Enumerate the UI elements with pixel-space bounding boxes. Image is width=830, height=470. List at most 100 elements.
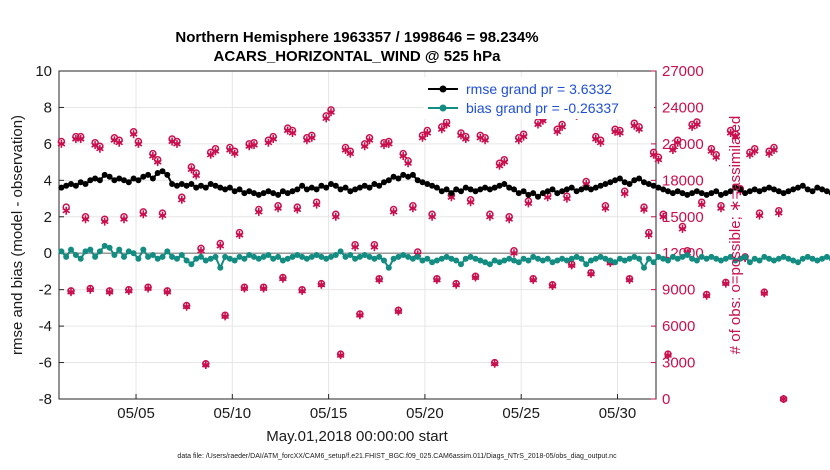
obs-assimilated-point: [129, 130, 138, 139]
y-left-axis-label: rmse and bias (model - observation): [9, 115, 26, 355]
bias-point: [313, 252, 320, 258]
bias-point: [530, 253, 537, 260]
rmse-point: [506, 184, 513, 191]
rmse-point: [597, 182, 604, 189]
bias-point: [174, 255, 180, 262]
rmse-point: [395, 175, 402, 182]
rmse-point: [539, 190, 546, 197]
obs-assimilated-point: [505, 215, 514, 224]
bias-point: [684, 252, 691, 258]
rmse-point: [684, 191, 691, 198]
x-axis-ticks: 05/05 05/10 05/15 05/20 05/25 05/30: [117, 394, 636, 422]
rmse-point: [433, 184, 440, 191]
bias-point: [130, 250, 137, 257]
bias-point: [318, 253, 325, 260]
rmse-point: [188, 181, 195, 187]
bias-point: [775, 255, 782, 262]
rmse-point: [419, 179, 426, 186]
obs-assimilated-point: [235, 231, 244, 239]
rmse-point: [722, 190, 729, 197]
rmse-point: [602, 181, 609, 187]
bias-point: [559, 255, 566, 262]
obs-assimilated-point: [148, 152, 157, 160]
obs-assimilated-point: [693, 120, 701, 129]
rmse-point: [424, 181, 431, 187]
rmse-point: [592, 184, 599, 191]
bias-point: [453, 257, 460, 264]
rmse-point: [236, 186, 243, 193]
bias-point: [140, 246, 147, 253]
obs-assimilated-point: [461, 135, 470, 143]
bias-point: [58, 248, 65, 255]
obs-assimilated-point: [433, 275, 441, 284]
rmse-point: [530, 190, 537, 197]
rmse-point: [698, 190, 705, 197]
rmse-point: [202, 184, 209, 191]
rmse-point: [520, 188, 527, 195]
rmse-point: [299, 182, 306, 189]
obs-assimilated-point: [620, 189, 629, 198]
bias-point: [578, 255, 585, 262]
rmse-series: [58, 168, 830, 200]
obs-assimilated-point: [673, 138, 682, 147]
obs-assimilated-point: [635, 125, 644, 134]
x-tick-label: 05/25: [502, 405, 540, 422]
y-right-tick-label: 3000: [662, 355, 695, 372]
bias-point: [616, 255, 623, 262]
obs-assimilated-point: [269, 135, 278, 143]
bias-point: [381, 257, 387, 264]
obs-assimilated-point: [351, 243, 359, 252]
y-right-tick-label: 24000: [662, 99, 704, 116]
obs-assimilated-point: [611, 127, 619, 136]
rmse-point: [780, 190, 787, 197]
rmse-point: [568, 184, 575, 191]
rmse-point: [337, 186, 344, 193]
obs-assimilated-point: [697, 200, 706, 209]
bias-point: [308, 253, 315, 260]
y-right-tick-label: 27000: [662, 63, 704, 80]
legend-rmse-marker: [439, 85, 447, 93]
y-left-tick-label: -2: [39, 282, 52, 299]
bias-point: [612, 259, 619, 266]
bias-point: [337, 248, 344, 255]
obs-assimilated-point: [587, 269, 595, 278]
obs-assimilated-point: [62, 206, 71, 215]
rmse-point: [718, 191, 724, 198]
obs-assimilated-point: [274, 204, 282, 213]
obs-assimilated-point: [327, 108, 335, 117]
obs-assimilated-point: [524, 199, 533, 208]
y-left-tick-label: -6: [39, 355, 52, 372]
obs-assimilated-point: [596, 138, 605, 147]
obs-assimilated-point: [120, 215, 128, 224]
obs-assimilated-point: [668, 146, 677, 154]
obs-assimilated-point: [192, 171, 201, 180]
obs-assimilated-point: [553, 127, 562, 136]
rmse-point: [554, 190, 561, 197]
obs-assimilated-point: [115, 138, 124, 147]
obs-assimilated-point: [558, 122, 567, 131]
rmse-point: [612, 177, 619, 184]
bias-point: [231, 257, 238, 264]
rmse-point: [501, 181, 508, 187]
bias-point: [486, 261, 493, 268]
bias-point: [539, 257, 546, 264]
rmse-point: [366, 184, 373, 191]
bias-point: [188, 261, 195, 268]
rmse-point: [795, 184, 801, 191]
bias-point: [506, 255, 513, 262]
bias-point: [597, 253, 604, 260]
rmse-point: [207, 181, 214, 187]
obs-assimilated-point: [707, 147, 716, 156]
bias-point: [563, 257, 570, 264]
rmse-point: [438, 188, 445, 195]
rmse-point: [371, 181, 378, 187]
obs-assimilated-point: [601, 204, 610, 213]
bias-point: [241, 255, 248, 262]
rmse-point: [111, 177, 118, 184]
rmse-point: [414, 177, 421, 184]
obs-assimilated-point: [384, 139, 393, 148]
obs-assimilated-point: [298, 286, 307, 295]
obs-assimilated-point: [153, 158, 162, 167]
obs-assimilated-point: [731, 132, 740, 141]
bias-point: [251, 253, 257, 260]
